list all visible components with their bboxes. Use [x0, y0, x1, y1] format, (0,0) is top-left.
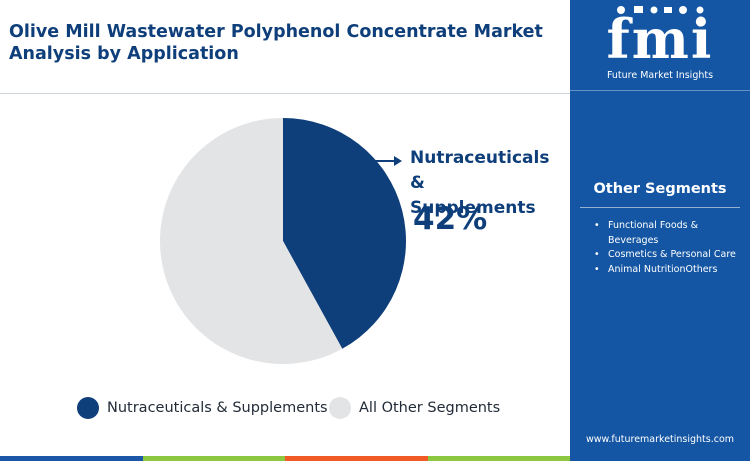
- logo-card-icon: [664, 7, 672, 13]
- logo-dot-icon: [650, 6, 658, 14]
- logo-globe-icon: [617, 6, 625, 14]
- fmi-logo: fmi Future Market Insights: [570, 0, 750, 90]
- legend-label-other-segments: All Other Segments: [359, 400, 501, 416]
- logo-caption: Future Market Insights: [606, 70, 714, 81]
- bottom-bar-segment-4: [427, 456, 570, 461]
- legend-item-nutraceuticals: Nutraceuticals & Supplements: [77, 396, 328, 420]
- bottom-bar-segment-2: [142, 456, 285, 461]
- sidebar: fmi Future Market Insights Other Segment…: [570, 0, 750, 461]
- pie-slices: [159, 118, 406, 364]
- list-item: • Functional Foods & Beverages: [592, 219, 742, 248]
- legend-item-other-segments: All Other Segments: [329, 396, 500, 420]
- pie-chart: [159, 118, 406, 364]
- legend-swatch-other-segments: [329, 397, 351, 419]
- chart-title: Olive Mill Wastewater Polyphenol Concent…: [9, 22, 543, 64]
- other-segment-label: Cosmetics & Personal Care: [608, 249, 736, 260]
- callout-value: 42%: [413, 201, 488, 237]
- sidebar-divider: [570, 90, 750, 91]
- bottom-bar-segment-1: [0, 456, 143, 461]
- other-segments-list: • Functional Foods & Beverages • Cosmetics…: [592, 219, 742, 277]
- logo-person-icon: [679, 6, 687, 14]
- other-segment-label: Functional Foods & Beverages: [608, 220, 699, 246]
- logo-gear-icon: [696, 6, 704, 14]
- bullet-icon: •: [594, 249, 600, 260]
- other-segment-label: Animal NutritionOthers: [608, 263, 718, 275]
- list-item: • Animal NutritionOthers: [592, 263, 742, 278]
- pie-slice-all-other-segments: [159, 118, 343, 364]
- fmi-logo-mark: fmi: [607, 6, 714, 71]
- chart-panel: Olive Mill Wastewater Polyphenol Concent…: [0, 22, 570, 461]
- website-link[interactable]: www.futuremarketinsights.com: [585, 434, 735, 445]
- logo-box-icon: [634, 6, 643, 13]
- legend-label-nutraceuticals: Nutraceuticals & Supplements: [107, 400, 328, 416]
- legend-swatch-nutraceuticals: [77, 397, 99, 419]
- callout-label: Nutraceuticals & Supplements: [410, 148, 550, 218]
- logo-icons: [617, 6, 704, 14]
- bullet-icon: •: [594, 220, 600, 231]
- bottom-bar-segment-3: [285, 456, 428, 461]
- pie-slice-nutraceuticals-supplements: [283, 118, 406, 349]
- logo-wordmark: fmi: [607, 7, 714, 70]
- bullet-icon: •: [594, 263, 600, 275]
- callout-arrow: [366, 156, 402, 166]
- title-divider: [0, 93, 570, 94]
- other-segments-divider: [580, 207, 740, 208]
- bottom-color-bar: [0, 456, 570, 461]
- other-segments-title: Other Segments: [593, 181, 727, 197]
- list-item: • Cosmetics & Personal Care: [592, 248, 742, 263]
